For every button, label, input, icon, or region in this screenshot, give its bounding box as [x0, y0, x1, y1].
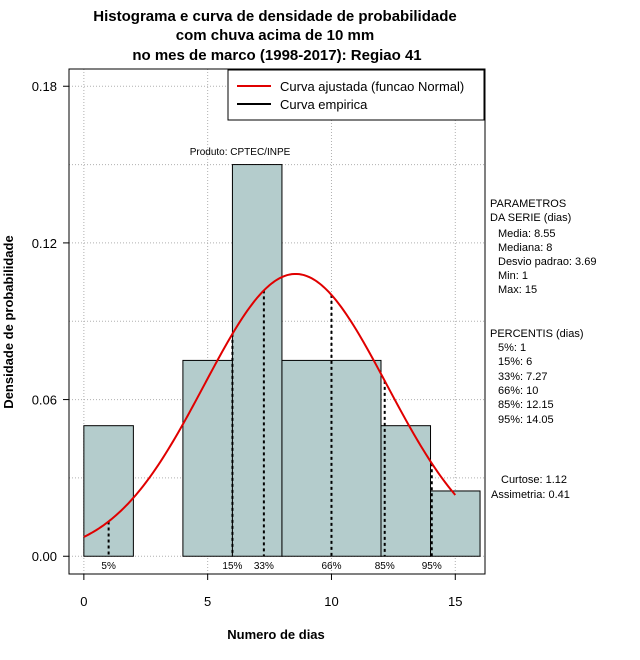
x-axis-label: Numero de dias	[227, 627, 325, 642]
histogram-bar	[231, 164, 283, 557]
curtose-value: Curtose: 1.12	[501, 474, 567, 486]
plot-frame	[68, 68, 486, 575]
percentile-label: 5%	[101, 561, 116, 572]
y-axis: 0.00 0.06 0.12 0.18	[32, 79, 69, 564]
histogram-bar	[430, 490, 481, 557]
histogram-bar	[380, 425, 432, 557]
param-max: Max: 15	[498, 284, 537, 296]
param-media: Media: 8.55	[498, 228, 555, 240]
legend: Curva ajustada (funcao Normal) Curva emp…	[227, 69, 485, 121]
x-tick-label: 0	[80, 594, 87, 609]
percentil-95: 95%: 14.05	[498, 414, 554, 426]
normal-curve	[83, 272, 457, 538]
params-title-2: DA SERIE (dias)	[490, 212, 571, 224]
x-tick-label: 5	[204, 594, 211, 609]
legend-label-fitted: Curva ajustada (funcao Normal)	[280, 79, 464, 94]
percentil-66: 66%: 10	[498, 385, 538, 397]
percentile-markers: 5% 15% 33% 66% 85% 95%	[101, 290, 442, 572]
percentile-label: 15%	[222, 561, 242, 572]
param-desvio: Desvio padrao: 3.69	[498, 256, 596, 268]
x-tick-label: 10	[324, 594, 338, 609]
percentil-85: 85%: 12.15	[498, 399, 554, 411]
chart-title-line-1: Histograma e curva de densidade de proba…	[93, 8, 456, 25]
y-tick-label: 0.18	[32, 79, 57, 94]
x-axis: 0 5 10 15	[80, 574, 463, 609]
percentis-title: PERCENTIS (dias)	[490, 328, 584, 340]
chart-title-line-3: no mes de marco (1998-2017): Regiao 41	[132, 47, 421, 64]
percentil-5: 5%: 1	[498, 342, 526, 354]
assimetria-value: Assimetria: 0.41	[491, 489, 570, 501]
product-label: Produto: CPTEC/INPE	[190, 147, 291, 158]
percentile-label: 95%	[422, 561, 442, 572]
side-panel: PARAMETROS DA SERIE (dias) Media: 8.55 M…	[490, 198, 596, 501]
percentile-label: 33%	[254, 561, 274, 572]
y-tick-label: 0.06	[32, 393, 57, 408]
histogram-bar	[182, 359, 233, 557]
param-mediana: Mediana: 8	[498, 242, 552, 254]
percentile-label: 85%	[375, 561, 395, 572]
x-tick-label: 15	[448, 594, 462, 609]
percentile-label: 66%	[321, 561, 341, 572]
legend-label-empirical: Curva empirica	[280, 97, 368, 112]
param-min: Min: 1	[498, 270, 528, 282]
chart-title-line-2: com chuva acima de 10 mm	[176, 27, 374, 44]
percentil-33: 33%: 7.27	[498, 371, 548, 383]
params-title-1: PARAMETROS	[490, 198, 566, 210]
y-tick-label: 0.00	[32, 549, 57, 564]
y-tick-label: 0.12	[32, 236, 57, 251]
fitted-curve	[83, 272, 457, 538]
legend-box	[227, 69, 485, 121]
histogram-bar	[83, 425, 134, 557]
percentil-15: 15%: 6	[498, 356, 532, 368]
y-axis-label: Densidade de probabilidade	[1, 235, 16, 408]
histogram-bars	[83, 164, 481, 557]
